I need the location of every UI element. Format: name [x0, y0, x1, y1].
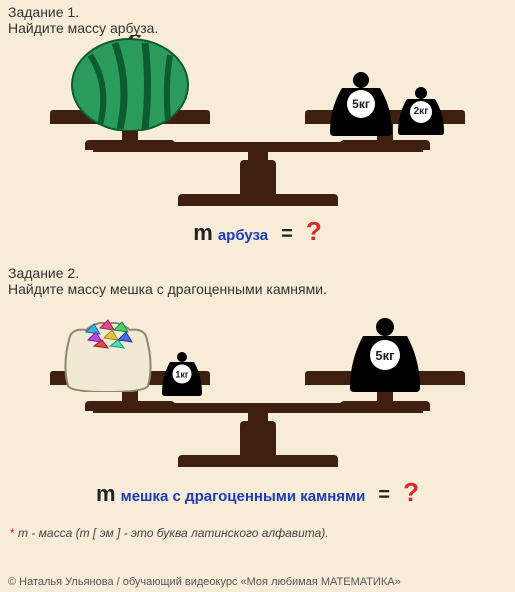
scale-base — [178, 150, 338, 206]
weight-2kg: 2кг — [398, 84, 444, 136]
task2-equation: m мешка с драгоценными камнями = ? — [0, 477, 515, 508]
footnote-text: m - масса (m [ эм ] - это буква латинско… — [15, 526, 329, 540]
question-mark: ? — [306, 216, 322, 246]
mass-subject: мешка с драгоценными камнями — [121, 488, 366, 505]
weight-label: 1кг — [173, 365, 192, 384]
equals-sign: = — [378, 484, 390, 506]
scale-base — [178, 411, 338, 467]
copyright: © Наталья Ульянова / обучающий видеокурс… — [8, 576, 401, 588]
weight-label: 5кг — [347, 90, 375, 118]
weight-1kg: 1кг — [162, 349, 202, 397]
task1-scale: 5кг 2кг — [0, 36, 515, 206]
gem-bag — [58, 314, 158, 397]
weight-5kg-big: 5кг — [350, 314, 420, 392]
task2-title: Задание 2. Найдите массу мешка с драгоце… — [0, 261, 515, 297]
mass-symbol: m — [96, 481, 116, 506]
watermelon — [70, 35, 190, 136]
footnote: * m - масса (m [ эм ] - это буква латинс… — [0, 522, 515, 544]
weight-5kg: 5кг — [330, 68, 392, 136]
question-mark: ? — [403, 477, 419, 507]
mass-subject: арбуза — [218, 227, 268, 244]
weight-label: 5кг — [370, 340, 400, 370]
mass-symbol: m — [193, 220, 213, 245]
task1-title: Задание 1. Найдите массу арбуза. — [0, 0, 515, 36]
task2-scale: 1кг 5кг — [0, 297, 515, 467]
task1-equation: m арбуза = ? — [0, 216, 515, 247]
weight-label: 2кг — [410, 101, 432, 123]
equals-sign: = — [281, 223, 293, 245]
